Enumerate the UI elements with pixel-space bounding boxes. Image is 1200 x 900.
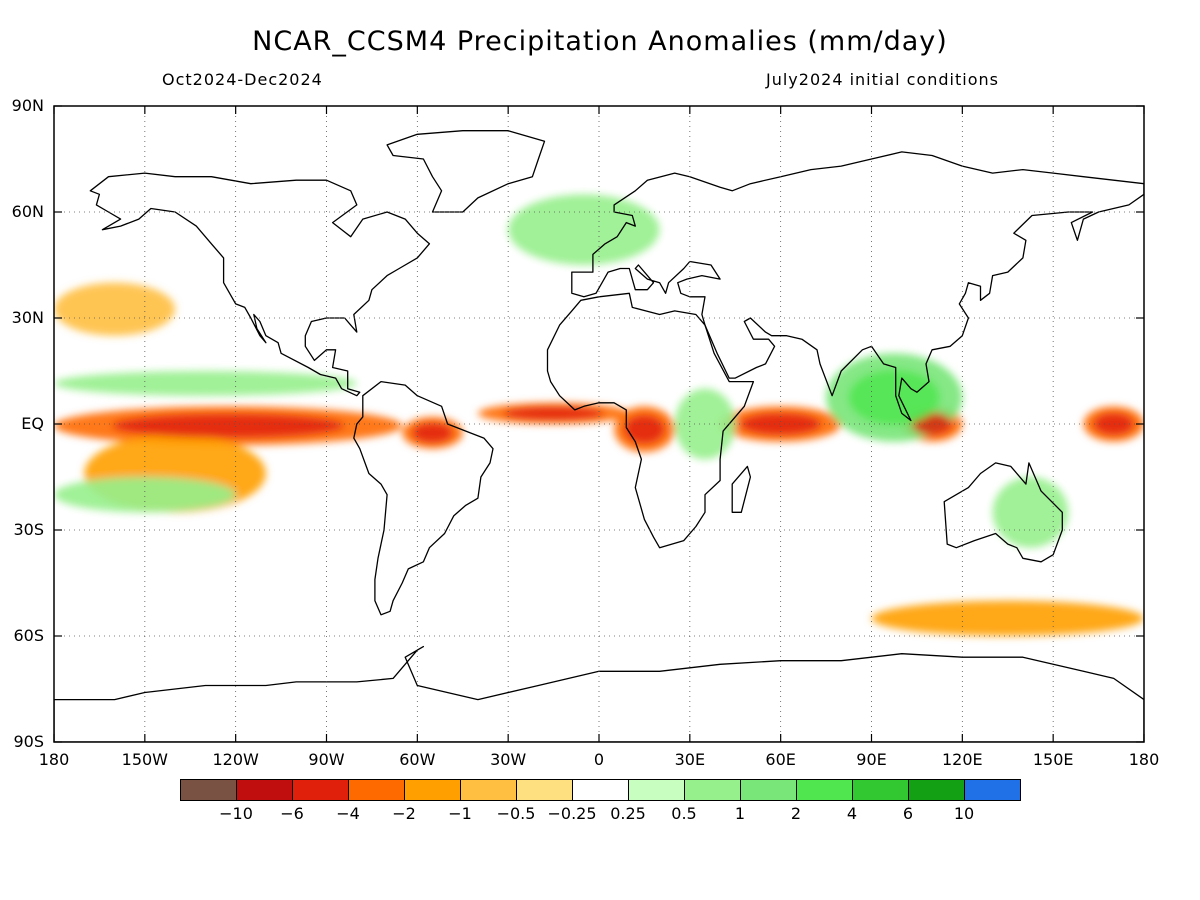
australia-outline [943, 462, 1063, 563]
chart-title: NCAR_CCSM4 Precipitation Anomalies (mm/d… [252, 26, 948, 57]
africa-outline [546, 292, 755, 549]
lat-label: 30N [11, 308, 44, 327]
anomaly-core [740, 412, 822, 436]
legend-swatch [404, 779, 461, 801]
lon-label: 90E [856, 750, 887, 769]
eurasia-outline [571, 151, 1144, 422]
anomaly-core [112, 413, 345, 438]
legend-label: 0.25 [610, 804, 646, 823]
anomaly-field [54, 194, 1144, 636]
legend-swatch [292, 779, 349, 801]
anomaly-region [54, 371, 357, 396]
lon-label: 30W [490, 750, 527, 769]
legend-swatch [740, 779, 797, 801]
legend-swatch [964, 779, 1021, 801]
lon-label: 180 [1128, 750, 1160, 769]
legend-label: −4 [336, 804, 360, 823]
legend-label: 6 [902, 804, 914, 823]
legend-label: −0.5 [496, 804, 536, 823]
lat-label: 30S [13, 520, 44, 539]
anomaly-region [54, 282, 176, 336]
lat-label: EQ [21, 414, 44, 433]
legend-label: −1 [448, 804, 472, 823]
anomaly-region [992, 476, 1069, 548]
anomaly-region [871, 600, 1144, 636]
legend-swatch [572, 779, 629, 801]
legend-label: −0.25 [547, 804, 597, 823]
anomaly-core [624, 414, 665, 444]
legend-swatch [348, 779, 405, 801]
lat-lon-grid [54, 106, 1144, 742]
greenland-outline [386, 130, 546, 213]
legend-label: −6 [280, 804, 304, 823]
south-america-outline [353, 380, 494, 616]
lat-label: 90S [13, 732, 44, 751]
anomaly-core [848, 369, 940, 426]
initial-conditions: July2024 initial conditions [766, 70, 999, 89]
legend-swatch [460, 779, 517, 801]
legend-swatch [908, 779, 965, 801]
anomaly-core [1093, 412, 1134, 436]
legend-label: 1 [734, 804, 746, 823]
legend-swatch [684, 779, 741, 801]
anomaly-region [508, 194, 660, 265]
legend-label: 4 [846, 804, 858, 823]
lon-label: 60W [399, 750, 436, 769]
madagascar-outline [731, 465, 752, 513]
legend-swatch [852, 779, 909, 801]
lon-label: 120E [942, 750, 983, 769]
legend-swatch [628, 779, 685, 801]
axis-ticks [53, 105, 1145, 743]
lon-label: 90W [308, 750, 345, 769]
anomaly-core [503, 406, 605, 421]
lat-label: 60N [11, 202, 44, 221]
anomaly-region [54, 477, 236, 513]
legend-label: −10 [219, 804, 253, 823]
north-america-outline [89, 172, 431, 397]
lon-label: 0 [593, 750, 605, 769]
lon-label: 150E [1032, 750, 1074, 769]
lat-label: 90N [11, 96, 44, 115]
lat-label: 60S [13, 626, 44, 645]
legend-label: 0.5 [671, 804, 697, 823]
forecast-period: Oct2024-Dec2024 [162, 70, 323, 89]
lon-label: 150W [121, 750, 168, 769]
lon-label: 60E [765, 750, 796, 769]
coastlines [54, 130, 1144, 742]
anomaly-core [412, 422, 453, 443]
legend-label: −2 [392, 804, 416, 823]
legend-swatch [516, 779, 573, 801]
legend-label: 10 [953, 804, 975, 823]
lon-label: 120W [212, 750, 259, 769]
lon-label: 30E [674, 750, 706, 769]
lon-label: 180 [38, 750, 70, 769]
legend-label: 2 [790, 804, 802, 823]
legend-swatch [180, 779, 237, 801]
legend-swatch [796, 779, 853, 801]
legend-swatch [236, 779, 293, 801]
antarctica-outline [54, 645, 1144, 742]
